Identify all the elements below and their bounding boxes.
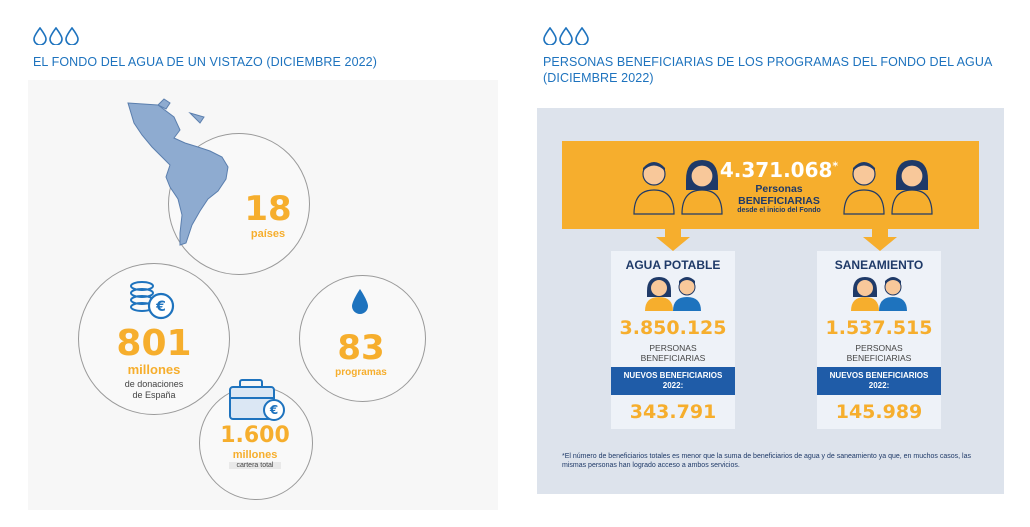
svg-text:€: € bbox=[155, 299, 166, 315]
person-icon bbox=[843, 160, 933, 215]
sanitation-title: SANEAMIENTO bbox=[834, 258, 924, 272]
donations-unit: millones bbox=[127, 362, 181, 377]
drops-icon-right bbox=[543, 27, 589, 45]
sanitation-new-box: NUEVOS BENEFICIARIOS 2022: bbox=[817, 367, 941, 395]
sanitation-sub-2: BENEFICIARIAS bbox=[846, 353, 912, 363]
sanitation-value: 1.537.515 bbox=[825, 317, 933, 339]
water-drop-icon bbox=[559, 27, 573, 45]
water-drop-icon bbox=[33, 27, 47, 45]
sanitation-new-value: 145.989 bbox=[835, 401, 923, 423]
person-icon bbox=[645, 277, 701, 311]
water-new-value: 343.791 bbox=[629, 401, 717, 423]
water-drop-icon bbox=[575, 27, 589, 45]
water-new-1: NUEVOS BENEFICIARIOS bbox=[623, 371, 723, 380]
water-sub-2: BENEFICIARIAS bbox=[640, 353, 706, 363]
programs-value: 83 bbox=[337, 328, 385, 368]
countries-value: 18 bbox=[244, 189, 292, 229]
left-title: EL FONDO DEL AGUA DE UN VISTAZO (DICIEMB… bbox=[33, 55, 377, 69]
water-drop-icon bbox=[49, 27, 63, 45]
donations-desc-1: de donaciones bbox=[124, 379, 184, 389]
donations-desc-2: de España bbox=[132, 390, 176, 400]
arrow-down-icon bbox=[863, 227, 897, 251]
right-title-2: (DICIEMBRE 2022) bbox=[543, 71, 654, 85]
coins-euro-icon: € bbox=[130, 281, 175, 320]
water-card: AGUA POTABLE 3.850.125 PERSONAS BENEFICI… bbox=[611, 251, 735, 429]
sanitation-sub-1: PERSONAS bbox=[855, 343, 903, 353]
right-title-1: PERSONAS BENEFICIARIAS DE LOS PROGRAMAS … bbox=[543, 55, 993, 69]
total-line3: desde el inicio del Fondo bbox=[737, 207, 821, 214]
drops-icon-left bbox=[33, 27, 79, 45]
water-drop-icon bbox=[65, 27, 79, 45]
countries-label: países bbox=[250, 228, 286, 240]
person-icon bbox=[851, 277, 907, 311]
portfolio-value: 1.600 bbox=[220, 423, 290, 448]
sanitation-card: SANEAMIENTO 1.537.515 PERSONAS BENEFICIA… bbox=[817, 251, 941, 429]
water-value: 3.850.125 bbox=[619, 317, 727, 339]
donations-value: 801 bbox=[116, 323, 192, 364]
donations-circle bbox=[78, 263, 230, 415]
person-icon bbox=[633, 160, 723, 215]
portfolio-desc: cartera total bbox=[229, 462, 281, 469]
arrow-down-icon bbox=[656, 227, 690, 251]
portfolio-unit: millones bbox=[232, 449, 278, 461]
total-asterisk: * bbox=[832, 159, 839, 173]
water-title: AGUA POTABLE bbox=[625, 258, 721, 272]
briefcase-euro-icon: € bbox=[229, 379, 285, 421]
water-drop-icon bbox=[543, 27, 557, 45]
total-line1: Personas bbox=[755, 183, 803, 195]
sanitation-new-2: 2022: bbox=[868, 381, 890, 390]
water-new-box: NUEVOS BENEFICIARIOS 2022: bbox=[611, 367, 735, 395]
programs-label: programas bbox=[335, 367, 387, 378]
water-sub-1: PERSONAS bbox=[649, 343, 697, 353]
total-line2: BENEFICIARIAS bbox=[738, 195, 820, 207]
total-number: 4.371.068 bbox=[719, 158, 833, 182]
footnote: *El número de beneficiarios totales es m… bbox=[562, 453, 971, 469]
water-drop-icon bbox=[352, 289, 368, 314]
sanitation-new-1: NUEVOS BENEFICIARIOS bbox=[829, 371, 929, 380]
map-icon bbox=[127, 98, 229, 246]
water-new-2: 2022: bbox=[662, 381, 684, 390]
total-value: 4.371.068* bbox=[718, 158, 840, 182]
svg-text:€: € bbox=[269, 403, 278, 417]
